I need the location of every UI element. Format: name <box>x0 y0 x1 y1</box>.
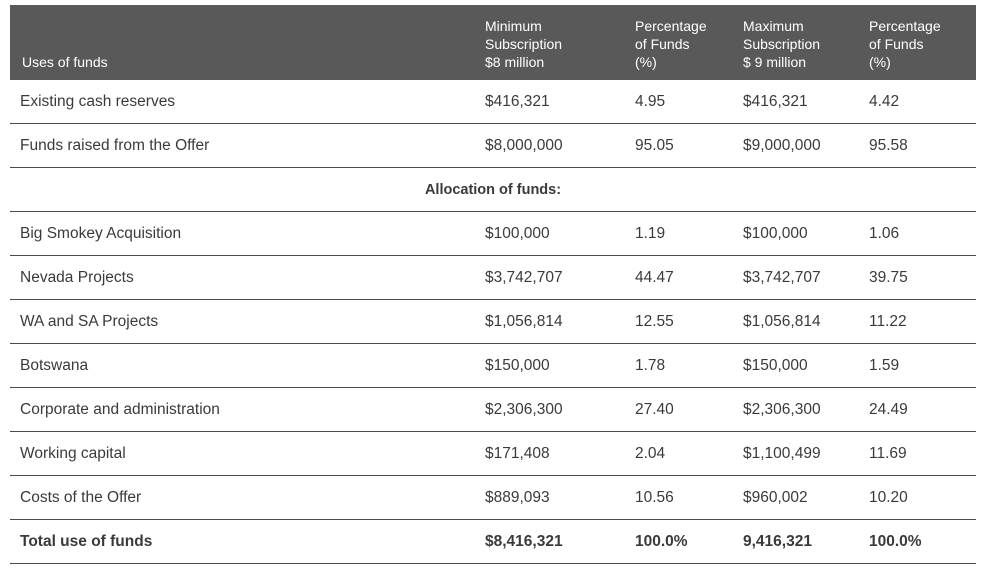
total-max-subscription: 9,416,321 <box>743 519 869 564</box>
row-label: Botswana <box>10 343 485 388</box>
header-line: Percentage <box>635 18 707 34</box>
header-uses-label: Uses of funds <box>22 54 108 70</box>
total-pct-min: 100.0% <box>635 519 743 564</box>
total-label: Total use of funds <box>10 519 485 564</box>
min-subscription-value: $889,093 <box>485 475 635 520</box>
row-label: Funds raised from the Offer <box>10 123 485 168</box>
header-line: $ 9 million <box>743 54 807 70</box>
table-row: Working capital $171,408 2.04 $1,100,499… <box>10 431 976 476</box>
use-of-funds-table: Uses of funds Minimum Subscription $8 mi… <box>10 5 976 564</box>
min-subscription-value: $2,306,300 <box>485 387 635 432</box>
header-line: Subscription <box>743 36 821 52</box>
header-line: Subscription <box>485 36 563 52</box>
pct-max-value: 24.49 <box>869 387 976 432</box>
table-row: Nevada Projects $3,742,707 44.47 $3,742,… <box>10 255 976 300</box>
row-label: Big Smokey Acquisition <box>10 211 485 256</box>
table-header-row: Uses of funds Minimum Subscription $8 mi… <box>10 5 976 80</box>
table-row: Big Smokey Acquisition $100,000 1.19 $10… <box>10 211 976 256</box>
pct-max-value: 1.06 <box>869 211 976 256</box>
row-label: Costs of the Offer <box>10 475 485 520</box>
table-row: Botswana $150,000 1.78 $150,000 1.59 <box>10 343 976 388</box>
min-subscription-value: $150,000 <box>485 343 635 388</box>
max-subscription-value: $1,100,499 <box>743 431 869 476</box>
pct-max-value: 39.75 <box>869 255 976 300</box>
max-subscription-value: $1,056,814 <box>743 299 869 344</box>
pct-max-value: 95.58 <box>869 123 976 168</box>
min-subscription-value: $100,000 <box>485 211 635 256</box>
header-line: Percentage <box>869 18 941 34</box>
pct-min-value: 1.78 <box>635 343 743 388</box>
table-row: WA and SA Projects $1,056,814 12.55 $1,0… <box>10 299 976 344</box>
header-line: (%) <box>635 54 657 70</box>
max-subscription-value: $2,306,300 <box>743 387 869 432</box>
max-subscription-value: $416,321 <box>743 80 869 124</box>
max-subscription-value: $150,000 <box>743 343 869 388</box>
use-of-funds-table-container: Uses of funds Minimum Subscription $8 mi… <box>10 5 976 564</box>
pct-min-value: 95.05 <box>635 123 743 168</box>
header-line: (%) <box>869 54 891 70</box>
header-line: $8 million <box>485 54 545 70</box>
min-subscription-value: $171,408 <box>485 431 635 476</box>
max-subscription-value: $9,000,000 <box>743 123 869 168</box>
total-pct-max: 100.0% <box>869 519 976 564</box>
min-subscription-value: $8,000,000 <box>485 123 635 168</box>
row-label: WA and SA Projects <box>10 299 485 344</box>
allocation-heading: Allocation of funds: <box>10 167 976 212</box>
table-row: Funds raised from the Offer $8,000,000 9… <box>10 123 976 168</box>
pct-min-value: 4.95 <box>635 80 743 124</box>
row-label: Working capital <box>10 431 485 476</box>
min-subscription-value: $1,056,814 <box>485 299 635 344</box>
pct-max-value: 1.59 <box>869 343 976 388</box>
header-line: of Funds <box>869 36 924 52</box>
header-pct-max: Percentage of Funds (%) <box>869 5 976 80</box>
pct-min-value: 1.19 <box>635 211 743 256</box>
pct-min-value: 12.55 <box>635 299 743 344</box>
row-label: Corporate and administration <box>10 387 485 432</box>
max-subscription-value: $100,000 <box>743 211 869 256</box>
table-row: Costs of the Offer $889,093 10.56 $960,0… <box>10 475 976 520</box>
pct-min-value: 44.47 <box>635 255 743 300</box>
pct-max-value: 11.69 <box>869 431 976 476</box>
pct-min-value: 10.56 <box>635 475 743 520</box>
table-row: Existing cash reserves $416,321 4.95 $41… <box>10 80 976 124</box>
header-max-subscription: Maximum Subscription $ 9 million <box>743 5 869 80</box>
header-line: Maximum <box>743 18 804 34</box>
header-pct-min: Percentage of Funds (%) <box>635 5 743 80</box>
row-label: Existing cash reserves <box>10 80 485 124</box>
header-min-subscription: Minimum Subscription $8 million <box>485 5 635 80</box>
total-row: Total use of funds $8,416,321 100.0% 9,4… <box>10 519 976 564</box>
header-uses-of-funds: Uses of funds <box>10 5 485 80</box>
pct-max-value: 10.20 <box>869 475 976 520</box>
pct-min-value: 2.04 <box>635 431 743 476</box>
header-line: Minimum <box>485 18 542 34</box>
pct-max-value: 11.22 <box>869 299 976 344</box>
pct-min-value: 27.40 <box>635 387 743 432</box>
min-subscription-value: $3,742,707 <box>485 255 635 300</box>
total-min-subscription: $8,416,321 <box>485 519 635 564</box>
pct-max-value: 4.42 <box>869 80 976 124</box>
allocation-heading-row: Allocation of funds: <box>10 167 976 212</box>
min-subscription-value: $416,321 <box>485 80 635 124</box>
max-subscription-value: $960,002 <box>743 475 869 520</box>
max-subscription-value: $3,742,707 <box>743 255 869 300</box>
table-row: Corporate and administration $2,306,300 … <box>10 387 976 432</box>
header-line: of Funds <box>635 36 690 52</box>
row-label: Nevada Projects <box>10 255 485 300</box>
